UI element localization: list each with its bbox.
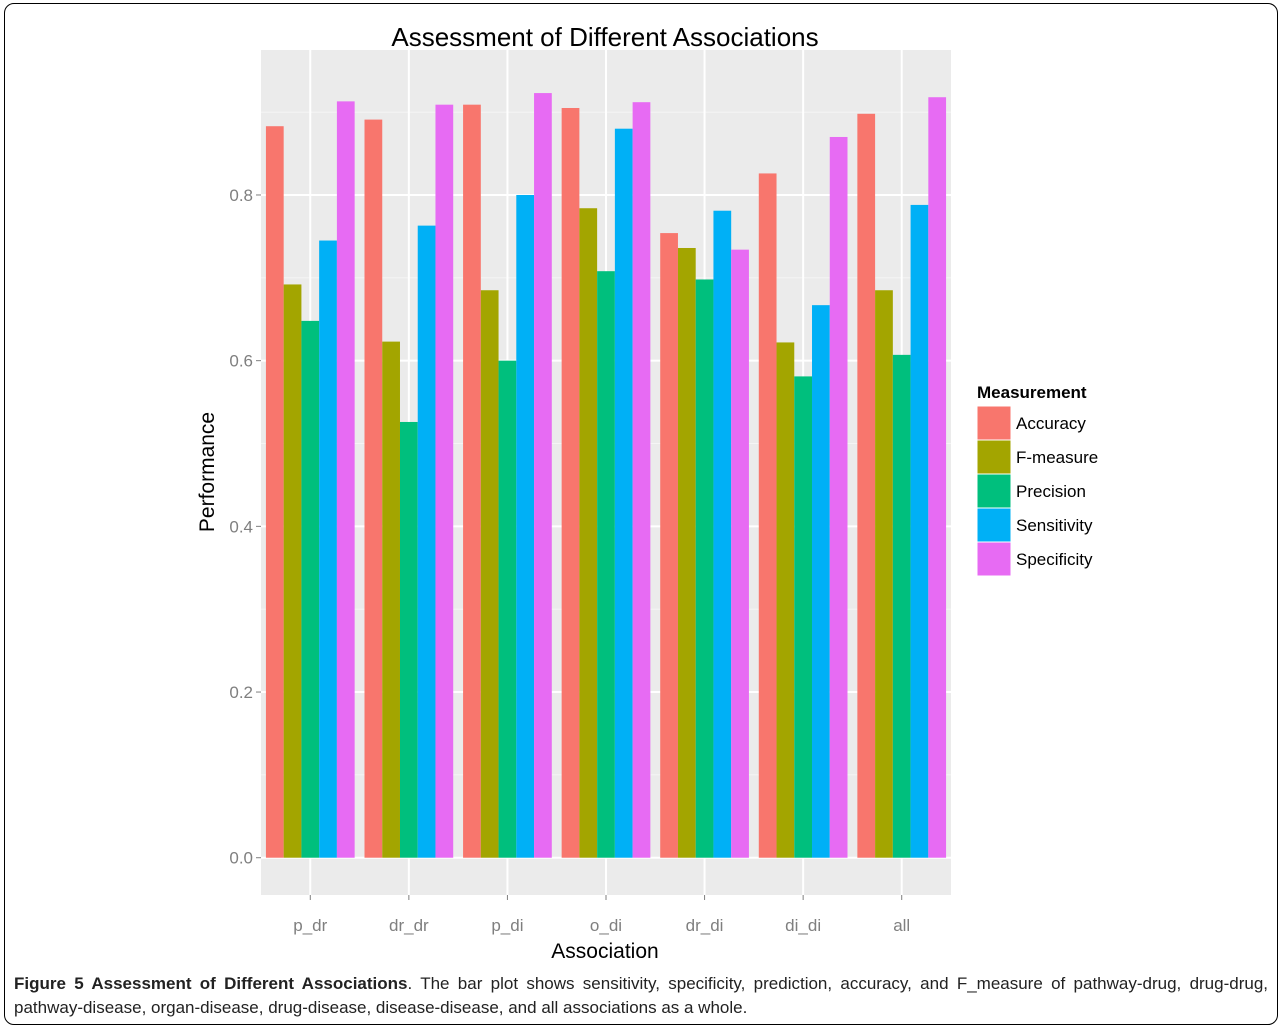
bar-dr_di-precision (695, 279, 714, 858)
legend-label: Specificity (1016, 550, 1093, 569)
bar-dr_di-sensitivity (713, 210, 732, 858)
bar-di_di-f-measure (776, 342, 795, 858)
bar-o_di-accuracy (561, 107, 580, 858)
bar-dr_dr-sensitivity (417, 225, 436, 858)
legend-label: Precision (1016, 482, 1086, 501)
bar-p_di-specificity (534, 93, 552, 858)
bar-o_di-precision (597, 271, 615, 858)
bar-di_di-sensitivity (812, 305, 830, 858)
figure-caption: Figure 5 Assessment of Different Associa… (14, 972, 1268, 1020)
y-axis-ticks: 0.0 0.2 0.4 0.6 0.8 (229, 186, 261, 868)
y-tick-label: 0.8 (229, 186, 253, 205)
bar-p_di-precision (498, 360, 517, 858)
bar-di_di-specificity (829, 136, 848, 858)
bar-dr_di-accuracy (660, 233, 678, 858)
y-axis-label: Performance (196, 412, 219, 532)
bar-all-precision (892, 354, 911, 858)
bar-o_di-sensitivity (614, 128, 633, 858)
bar-all-specificity (928, 97, 947, 858)
bar-p_dr-precision (301, 320, 320, 858)
bar-dr_dr-f-measure (382, 341, 400, 858)
bar-p_dr-sensitivity (319, 240, 337, 858)
legend: Accuracy F-measure Precision Sensitivity Spe… (976, 405, 1098, 577)
bar-dr_di-f-measure (677, 247, 696, 858)
legend-swatch (977, 440, 1011, 474)
legend-label: Accuracy (1016, 414, 1086, 433)
bar-p_di-sensitivity (516, 194, 535, 858)
bar-p_di-f-measure (480, 290, 499, 858)
bar-chart: Assessment of Different Associations 0.0… (196, 22, 1098, 963)
bar-di_di-accuracy (758, 173, 777, 858)
x-tick-label: p_di (491, 916, 523, 935)
caption-label: Figure 5 Assessment of Different Associa… (14, 974, 408, 993)
y-tick-label: 0.6 (229, 352, 253, 371)
bar-di_di-precision (794, 376, 813, 858)
bar-p_dr-accuracy (265, 126, 284, 858)
bar-o_di-specificity (632, 102, 651, 858)
legend-swatch (977, 542, 1011, 576)
chart-title: Assessment of Different Associations (391, 22, 818, 52)
legend-label: F-measure (1016, 448, 1098, 467)
x-tick-label: dr_dr (389, 916, 429, 935)
bar-dr_dr-accuracy (364, 119, 383, 858)
x-tick-label: p_dr (293, 916, 327, 935)
legend-swatch (977, 508, 1011, 542)
bar-p_dr-specificity (336, 101, 355, 858)
bar-p_di-accuracy (463, 104, 481, 858)
x-tick-label: all (893, 916, 910, 935)
bar-dr_di-specificity (731, 249, 749, 858)
bar-p_dr-f-measure (283, 284, 302, 858)
bar-o_di-f-measure (579, 208, 598, 858)
x-tick-label: di_di (785, 916, 821, 935)
bar-all-sensitivity (910, 204, 929, 858)
bars (265, 93, 947, 858)
x-tick-label: o_di (590, 916, 622, 935)
x-axis-label: Association (551, 940, 658, 963)
bar-all-accuracy (857, 113, 876, 858)
bar-dr_dr-precision (399, 421, 418, 858)
y-tick-label: 0.2 (229, 683, 253, 702)
bar-all-f-measure (875, 290, 893, 858)
legend-swatch (977, 474, 1011, 508)
legend-label: Sensitivity (1016, 516, 1093, 535)
figure-frame (4, 3, 1278, 1025)
bar-dr_dr-specificity (435, 104, 454, 858)
legend-swatch (977, 406, 1011, 440)
y-tick-label: 0.4 (229, 517, 253, 536)
x-axis-ticks: p_dr dr_dr p_di o_di dr_di di_di all (293, 895, 910, 935)
y-tick-label: 0.0 (229, 849, 253, 868)
caption-text: . The bar plot shows sensitivity, specif… (14, 974, 1268, 1017)
x-tick-label: dr_di (686, 916, 724, 935)
legend-title: Measurement (977, 383, 1087, 402)
